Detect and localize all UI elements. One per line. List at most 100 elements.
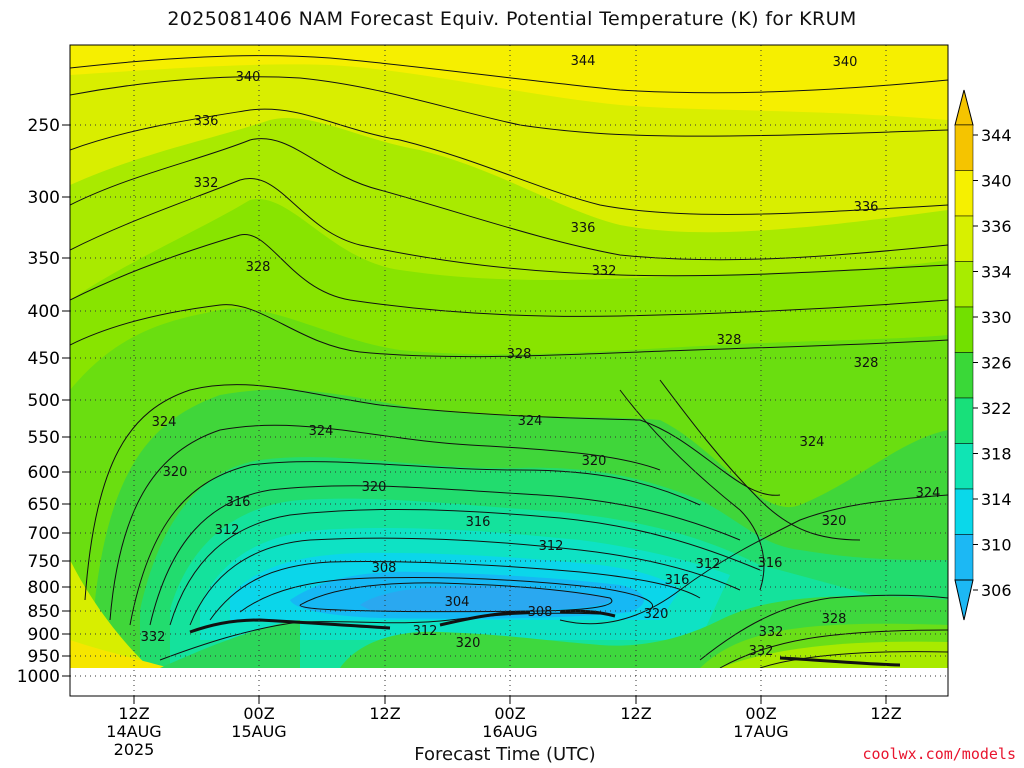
y-tick-label: 550 bbox=[28, 428, 60, 448]
contour-label: 324 bbox=[800, 435, 825, 450]
colorbar-level-label: 322 bbox=[981, 399, 1012, 418]
contour-label: 312 bbox=[215, 523, 240, 538]
contour-label: 320 bbox=[644, 607, 669, 622]
contour-label: 332 bbox=[592, 264, 617, 279]
contour-label: 332 bbox=[141, 630, 166, 645]
contour-label: 328 bbox=[854, 356, 879, 371]
contour-label: 340 bbox=[833, 55, 858, 70]
contour-label: 316 bbox=[226, 495, 251, 510]
theta-e-field bbox=[70, 45, 948, 668]
contour-label: 320 bbox=[456, 636, 481, 651]
x-tick-label: 15AUG bbox=[231, 722, 286, 741]
contour-label: 344 bbox=[571, 54, 596, 69]
colorbar: 344 340 336 334 330 326 322 318 314 310 306 bbox=[954, 89, 1012, 621]
colorbar-segment bbox=[954, 397, 974, 444]
contour-label: 320 bbox=[362, 480, 387, 495]
y-tick-label: 650 bbox=[28, 495, 60, 515]
x-tick-label: 12Z bbox=[369, 704, 400, 723]
contour-label: 312 bbox=[413, 624, 438, 639]
contour-label: 324 bbox=[916, 486, 941, 501]
y-tick-label: 300 bbox=[28, 188, 60, 208]
chart-title: 2025081406 NAM Forecast Equiv. Potential… bbox=[167, 8, 857, 30]
contour-label: 324 bbox=[518, 414, 543, 429]
colorbar-level-label: 334 bbox=[981, 263, 1012, 282]
colorbar-segment bbox=[954, 488, 974, 535]
colorbar-level-label: 340 bbox=[981, 172, 1012, 191]
x-axis-title: Forecast Time (UTC) bbox=[414, 744, 596, 765]
colorbar-segment bbox=[954, 215, 974, 262]
x-tick-label: 17AUG bbox=[733, 722, 788, 741]
contour-label: 328 bbox=[507, 347, 532, 362]
contour-label: 340 bbox=[236, 70, 261, 85]
x-tick-label: 12Z bbox=[870, 704, 901, 723]
contour-label: 332 bbox=[759, 625, 784, 640]
colorbar-level-label: 326 bbox=[981, 354, 1012, 373]
contour-label: 336 bbox=[571, 221, 596, 236]
colorbar-bottom-arrow bbox=[954, 579, 974, 621]
y-tick-label: 800 bbox=[28, 578, 60, 598]
colorbar-level-label: 318 bbox=[981, 445, 1012, 464]
x-tick-label: 00Z bbox=[243, 704, 274, 723]
contour-value-labels: 344 340 340 336 336 336 332 332 328 328 328 328 324 3… bbox=[141, 54, 941, 659]
contour-label: 332 bbox=[749, 644, 774, 659]
contour-label: 336 bbox=[854, 200, 879, 215]
contour-label: 320 bbox=[822, 514, 847, 529]
contour-lines bbox=[70, 55, 948, 668]
credit-text: coolwx.com/models bbox=[862, 745, 1016, 763]
contour-label: 336 bbox=[194, 114, 219, 129]
contour-label: 328 bbox=[717, 333, 742, 348]
y-tick-label: 850 bbox=[28, 602, 60, 622]
y-tick-label: 900 bbox=[28, 625, 60, 645]
x-tick-label: 12Z bbox=[118, 704, 149, 723]
y-tick-label: 750 bbox=[28, 552, 60, 572]
y-tick-label: 500 bbox=[28, 391, 60, 411]
x-tick-label: 14AUG bbox=[106, 722, 161, 741]
x-tick-label: 16AUG bbox=[482, 722, 537, 741]
contour-label: 308 bbox=[372, 561, 397, 576]
contour-label: 332 bbox=[194, 176, 219, 191]
colorbar-segment bbox=[954, 306, 974, 353]
colorbar-segment bbox=[954, 124, 974, 171]
x-tick-label: 12Z bbox=[620, 704, 651, 723]
contour-label: 328 bbox=[246, 260, 271, 275]
colorbar-level-label: 306 bbox=[981, 581, 1012, 600]
y-tick-label: 350 bbox=[28, 249, 60, 269]
colorbar-level-label: 330 bbox=[981, 308, 1012, 327]
contour-label: 320 bbox=[163, 465, 188, 480]
x-tick-label: 00Z bbox=[745, 704, 776, 723]
colorbar-segment bbox=[954, 352, 974, 399]
contour-clusters bbox=[189, 609, 901, 667]
colorbar-segment bbox=[954, 261, 974, 308]
colorbar-level-label: 310 bbox=[981, 536, 1012, 555]
colorbar-level-label: 336 bbox=[981, 217, 1012, 236]
contour-label: 308 bbox=[528, 605, 553, 620]
y-axis-labels: 250 300 350 400 450 500 550 600 650 700 750 800 850 9… bbox=[17, 116, 70, 687]
colorbar-segment bbox=[954, 443, 974, 490]
contour-label: 312 bbox=[696, 557, 721, 572]
y-tick-label: 600 bbox=[28, 463, 60, 483]
y-tick-label: 250 bbox=[28, 116, 60, 136]
gridlines bbox=[70, 45, 948, 696]
contour-label: 324 bbox=[309, 424, 334, 439]
y-tick-label: 1000 bbox=[17, 667, 60, 687]
contour-label: 324 bbox=[152, 415, 177, 430]
y-tick-label: 450 bbox=[28, 349, 60, 369]
colorbar-top-arrow bbox=[954, 89, 974, 126]
contour-label: 316 bbox=[665, 573, 690, 588]
contour-label: 328 bbox=[822, 612, 847, 627]
colorbar-level-label: 344 bbox=[981, 126, 1012, 145]
y-tick-label: 950 bbox=[28, 647, 60, 667]
contour-label: 316 bbox=[758, 556, 783, 571]
colorbar-level-label: 314 bbox=[981, 490, 1012, 509]
x-tick-label: 2025 bbox=[114, 740, 155, 759]
contour-label: 312 bbox=[539, 539, 564, 554]
colorbar-segment bbox=[954, 534, 974, 581]
plot-frame bbox=[69, 44, 949, 697]
y-tick-label: 400 bbox=[28, 302, 60, 322]
colorbar-segment bbox=[954, 170, 974, 217]
contour-label: 316 bbox=[466, 515, 491, 530]
contour-label: 320 bbox=[582, 454, 607, 469]
contour-label: 304 bbox=[445, 595, 470, 610]
